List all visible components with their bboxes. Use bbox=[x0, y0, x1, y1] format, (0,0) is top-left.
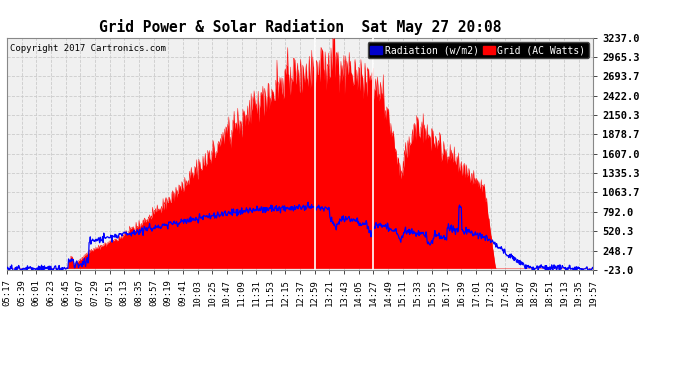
Text: Copyright 2017 Cartronics.com: Copyright 2017 Cartronics.com bbox=[10, 45, 166, 54]
Title: Grid Power & Solar Radiation  Sat May 27 20:08: Grid Power & Solar Radiation Sat May 27 … bbox=[99, 19, 502, 35]
Legend: Radiation (w/m2), Grid (AC Watts): Radiation (w/m2), Grid (AC Watts) bbox=[368, 42, 589, 58]
